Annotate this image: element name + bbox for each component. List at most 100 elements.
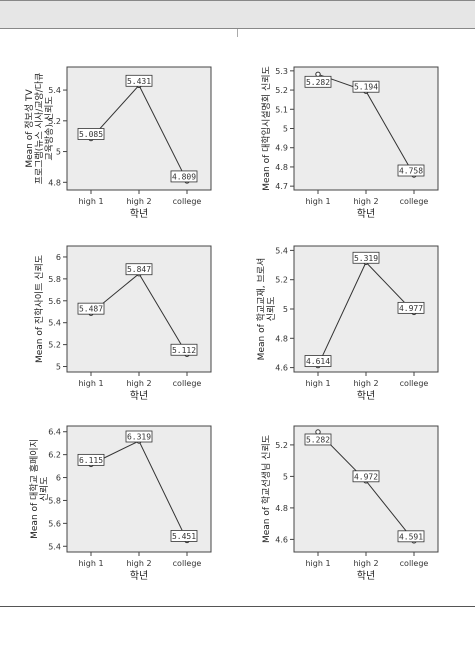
x-axis-label: 학년 (357, 390, 375, 402)
y-axis-label: Mean of 진학사이트 신뢰도 (34, 255, 45, 363)
y-tick-label: 5.2 (275, 441, 288, 450)
data-label: 6.115 (79, 456, 103, 465)
y-tick-label: 6 (56, 253, 61, 262)
data-label: 4.591 (399, 532, 423, 541)
y-tick-label: 4.8 (275, 334, 288, 343)
y-tick-label: 5.2 (48, 341, 61, 350)
y-tick-label: 5.2 (275, 276, 288, 285)
data-label-box (125, 263, 153, 276)
y-tick-label: 4.6 (275, 535, 288, 544)
y-tick-label: 5 (283, 305, 288, 314)
data-label: 4.614 (306, 357, 330, 366)
y-tick-label: 5 (283, 125, 288, 134)
data-label-box (304, 75, 332, 88)
header-band (0, 0, 475, 29)
y-tick-label: 5.1 (275, 105, 288, 114)
chart-panel-4: 4.6 4.8 5 5.2 5.4 high 1 high 2 college 학년 Mean o… (256, 245, 439, 402)
y-axis-label: Mean of 학교선생님 신뢰도 (261, 435, 272, 543)
chart-panel-3: 5 5.2 5.4 5.6 5.8 6 high 1 high 2 college 학년 Mean … (34, 245, 212, 402)
x-axis-label: 학년 (130, 208, 148, 220)
x-tick-label: college (173, 559, 202, 568)
data-label: 4.977 (399, 304, 423, 313)
data-label-box (170, 170, 198, 183)
x-axis-label: 학년 (357, 208, 375, 220)
data-label: 5.319 (354, 254, 378, 263)
chart-panel-6: 4.6 4.8 5 5.2 high 1 high 2 college 학년 Mean of 학… (261, 425, 439, 582)
data-label-box (125, 430, 153, 443)
footer-rule (0, 606, 475, 607)
data-label: 6.319 (127, 433, 151, 442)
data-label: 5.112 (172, 346, 196, 355)
x-tick-label: high 1 (78, 559, 103, 568)
y-tick-label: 4.6 (275, 364, 288, 373)
chart-panel-1: 4.8 5 5.2 5.4 high 1 high 2 college 학년 Mean of 정… (24, 66, 212, 220)
x-tick-label: high 1 (305, 197, 330, 206)
y-tick-label: 4.7 (275, 182, 288, 191)
y-axis-label: Mean of 정보성 TV프로그램(뉴스 시사/교양/다큐교육방송) 신뢰도 (24, 73, 55, 185)
data-label-box (77, 453, 105, 466)
x-tick-label: high 2 (126, 559, 151, 568)
y-tick-label: 5.6 (48, 297, 61, 306)
data-label: 5.194 (354, 83, 378, 92)
x-axis-label: 학년 (357, 570, 375, 582)
x-tick-label: high 1 (305, 379, 330, 388)
data-label-box (304, 433, 332, 446)
x-tick-label: college (173, 379, 202, 388)
y-tick-label: 5.8 (48, 275, 61, 284)
data-label-box (125, 74, 153, 87)
y-tick-label: 4.8 (275, 163, 288, 172)
data-label-box (304, 355, 332, 367)
data-label-box (170, 343, 198, 356)
data-point (315, 429, 321, 435)
data-point (315, 71, 321, 78)
y-tick-label: 5 (56, 363, 61, 372)
data-label-box (77, 302, 105, 315)
x-tick-label: college (400, 379, 429, 388)
x-tick-label: college (173, 197, 202, 206)
x-tick-label: high 2 (353, 559, 378, 568)
y-axis-label: Mean of 대학입시설명회 신뢰도 (260, 66, 272, 191)
x-axis-label: 학년 (130, 390, 148, 402)
data-label: 5.451 (172, 532, 196, 541)
x-tick-label: high 1 (305, 559, 330, 568)
y-tick-label: 6.4 (48, 428, 61, 437)
y-tick-label: 6.2 (48, 451, 61, 460)
data-label-box (352, 80, 380, 93)
y-axis-label: Mean of 대학교 홈페이지신뢰도 (28, 439, 50, 539)
y-tick-label: 5 (56, 148, 61, 157)
x-tick-label: college (400, 197, 429, 206)
y-tick-label: 5.4 (48, 86, 61, 95)
chart-panel-2: 4.7 4.8 4.9 5 5.1 5.2 5.3 high 1 high 2 college 학년… (260, 66, 439, 220)
y-tick-label: 4.9 (275, 144, 288, 153)
data-label: 5.282 (306, 435, 330, 444)
y-tick-label: 6 (56, 474, 61, 483)
data-label: 5.282 (306, 78, 330, 87)
data-label-box (352, 470, 380, 483)
y-tick-label: 4.8 (275, 504, 288, 513)
y-tick-label: 5.3 (275, 67, 288, 76)
y-tick-label: 4.8 (48, 178, 61, 187)
y-axis-label: Mean of 학교교재, 브로셔신뢰도 (256, 258, 277, 361)
y-tick-label: 5.2 (275, 86, 288, 95)
data-label: 5.085 (79, 130, 103, 139)
chart-panel-5: 5.4 5.6 5.8 6 6.2 6.4 high 1 high 2 college 학년 Mea… (28, 425, 212, 582)
x-axis-label: 학년 (130, 570, 148, 582)
header-divider (237, 29, 238, 37)
y-tick-label: 5.2 (48, 117, 61, 126)
data-label-box (397, 530, 425, 543)
x-tick-label: high 2 (126, 197, 151, 206)
data-label: 5.431 (127, 77, 151, 86)
x-tick-label: high 2 (353, 379, 378, 388)
data-label: 5.487 (79, 305, 103, 314)
y-tick-label: 5.4 (275, 246, 288, 255)
x-tick-label: high 1 (78, 197, 103, 206)
y-tick-label: 5.4 (48, 319, 61, 328)
x-tick-label: high 2 (126, 379, 151, 388)
data-label-box (397, 164, 425, 177)
data-label: 4.758 (399, 167, 423, 176)
data-label-box (77, 128, 105, 140)
x-tick-label: high 2 (353, 197, 378, 206)
x-tick-label: high 1 (78, 379, 103, 388)
y-tick-label: 5 (283, 472, 288, 481)
